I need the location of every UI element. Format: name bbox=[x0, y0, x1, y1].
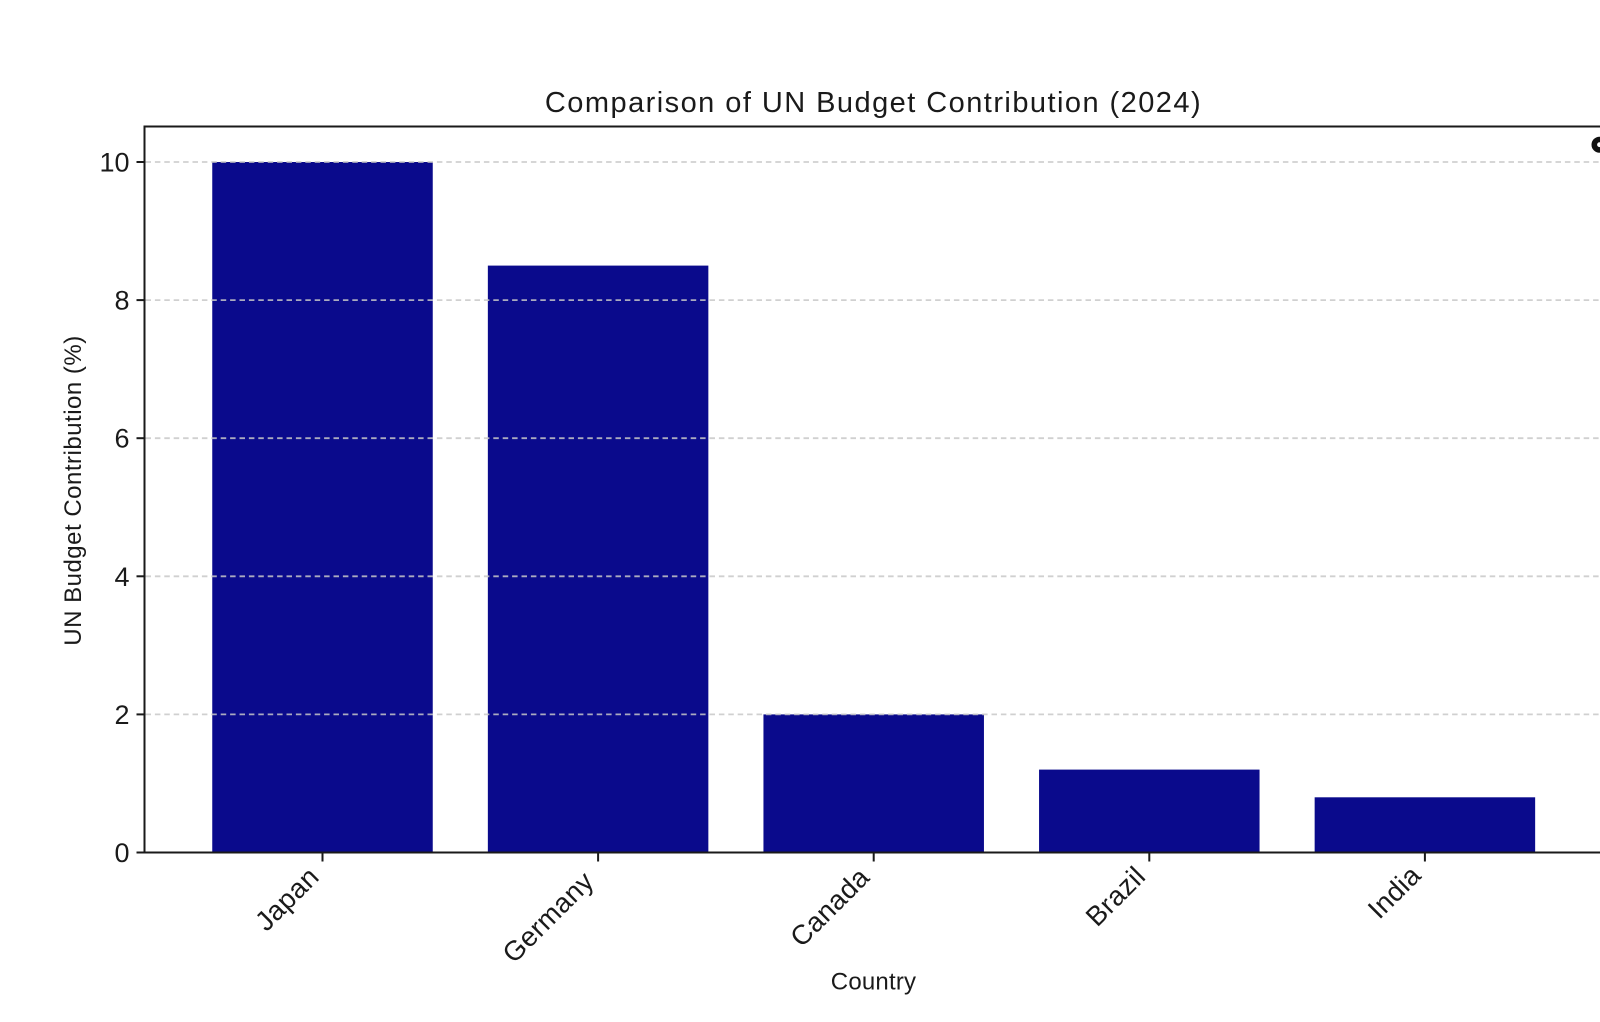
svg-text:10: 10 bbox=[99, 148, 129, 178]
svg-text:6: 6 bbox=[114, 424, 129, 454]
svg-text:Comparison of UN Budget Contri: Comparison of UN Budget Contribution (20… bbox=[545, 87, 1202, 119]
svg-text:0: 0 bbox=[114, 838, 129, 868]
svg-text:8: 8 bbox=[114, 286, 129, 316]
svg-text:4: 4 bbox=[114, 562, 129, 592]
svg-text:Country: Country bbox=[831, 969, 916, 996]
svg-text:2: 2 bbox=[114, 700, 129, 730]
svg-text:UN Budget Contribution (%): UN Budget Contribution (%) bbox=[60, 335, 87, 645]
